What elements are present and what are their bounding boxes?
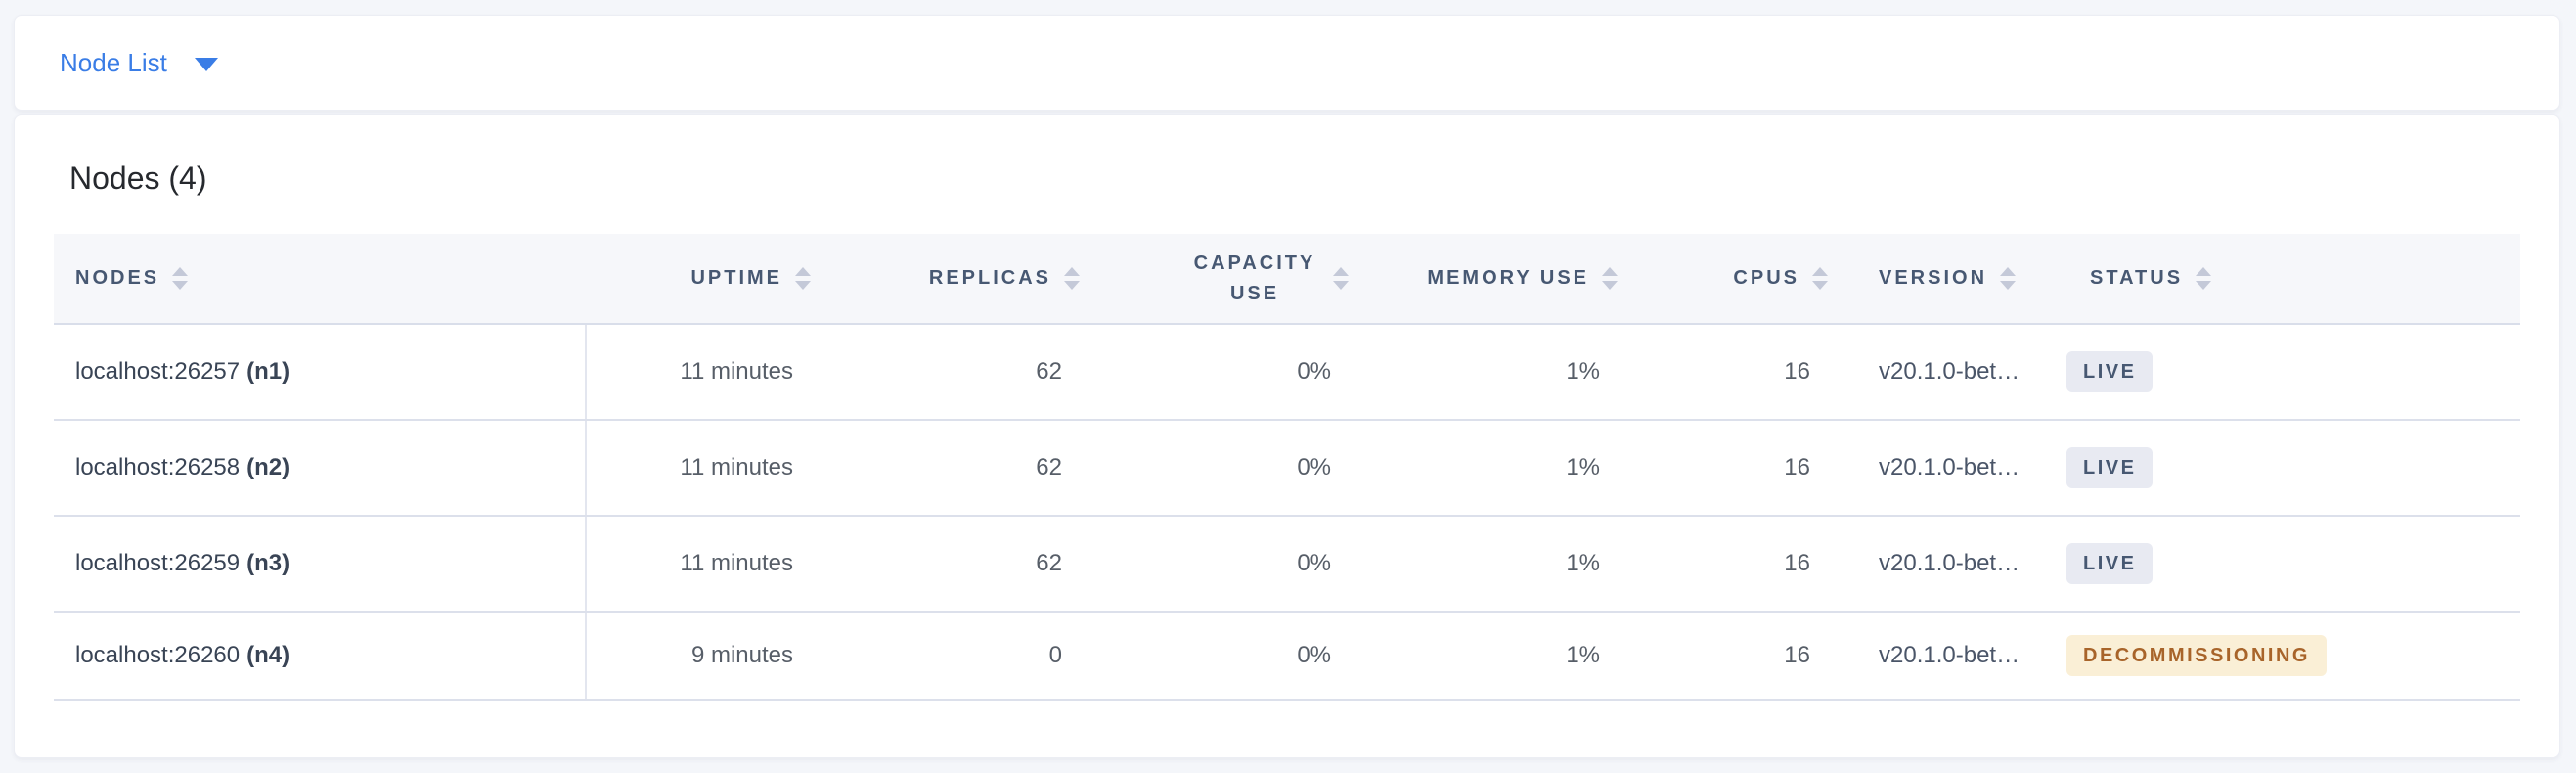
node-id: (n1) [246,358,290,385]
sort-icon[interactable] [1602,267,1618,290]
status-badge: LIVE [2066,351,2154,392]
uptime-cell: 11 minutes [586,516,840,613]
version-cell: v20.1.0-bet… [1857,420,2053,517]
view-selector-bar: Node List [14,15,2560,111]
view-selector-dropdown[interactable]: Node List [60,48,218,78]
column-header-capacity-use[interactable]: CAPACITY USE [1109,234,1378,325]
memory-use-cell: 1% [1378,420,1647,517]
node-id: (n2) [246,454,290,480]
capacity-use-cell: 0% [1109,324,1378,421]
table-row: localhost:26259 (n3) 11 minutes 62 0% 1% … [54,516,2520,613]
table-header-row: NODES UPTIME REPLICAS [54,234,2520,325]
memory-use-cell: 1% [1378,324,1647,421]
replicas-cell: 62 [840,324,1109,421]
node-address-link[interactable]: localhost:26259 [75,550,241,576]
column-header-nodes[interactable]: NODES [54,234,586,325]
sort-icon[interactable] [1064,267,1080,290]
node-address-link[interactable]: localhost:26260 [75,642,241,668]
column-header-version[interactable]: VERSION [1857,234,2053,325]
nodes-card: Nodes (4) NODES [14,114,2560,758]
status-badge: LIVE [2066,543,2154,584]
cpus-cell: 16 [1647,324,1857,421]
node-address-link[interactable]: localhost:26257 [75,358,241,385]
table-row: localhost:26257 (n1) 11 minutes 62 0% 1% … [54,324,2520,421]
column-header-replicas[interactable]: REPLICAS [840,234,1109,325]
cpus-cell: 16 [1647,612,1857,701]
capacity-use-cell: 0% [1109,612,1378,701]
column-header-cpus[interactable]: CPUS [1647,234,1857,325]
replicas-cell: 0 [840,612,1109,701]
version-cell: v20.1.0-bet… [1857,516,2053,613]
page-title: Nodes (4) [69,160,207,196]
memory-use-cell: 1% [1378,516,1647,613]
cpus-cell: 16 [1647,516,1857,613]
node-address-link[interactable]: localhost:26258 [75,454,241,480]
status-badge: LIVE [2066,447,2154,488]
capacity-use-cell: 0% [1109,516,1378,613]
capacity-use-cell: 0% [1109,420,1378,517]
sort-icon[interactable] [2196,267,2212,290]
status-badge: DECOMMISSIONING [2066,635,2327,676]
sort-icon[interactable] [1333,267,1349,290]
sort-icon[interactable] [1812,267,1828,290]
version-cell: v20.1.0-bet… [1857,324,2053,421]
column-header-memory-use[interactable]: MEMORY USE [1378,234,1647,325]
column-header-status[interactable]: STATUS [2053,234,2520,325]
uptime-cell: 11 minutes [586,324,840,421]
uptime-cell: 11 minutes [586,420,840,517]
sort-icon[interactable] [795,267,811,290]
nodes-table: NODES UPTIME REPLICAS [54,234,2520,701]
chevron-down-icon [194,57,218,71]
replicas-cell: 62 [840,420,1109,517]
table-row: localhost:26260 (n4) 9 minutes 0 0% 1% 16… [54,612,2520,701]
replicas-cell: 62 [840,516,1109,613]
sort-icon[interactable] [172,267,189,290]
version-cell: v20.1.0-bet… [1857,612,2053,701]
sort-icon[interactable] [2000,267,2017,290]
node-id: (n4) [246,642,290,668]
view-selector-label: Node List [60,47,167,77]
uptime-cell: 9 minutes [586,612,840,701]
cpus-cell: 16 [1647,420,1857,517]
node-id: (n3) [246,550,290,576]
table-row: localhost:26258 (n2) 11 minutes 62 0% 1% … [54,420,2520,517]
memory-use-cell: 1% [1378,612,1647,701]
column-header-uptime[interactable]: UPTIME [586,234,840,325]
